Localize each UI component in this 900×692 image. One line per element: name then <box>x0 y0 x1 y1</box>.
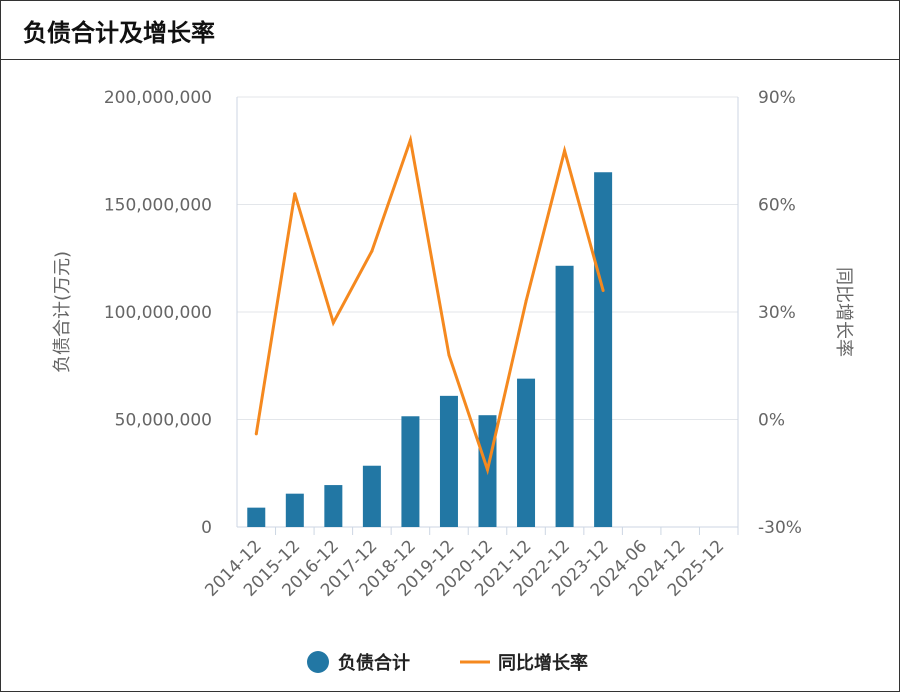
legend-bar-marker <box>307 651 329 673</box>
bar-series <box>247 172 613 527</box>
right-axis-ticks: -30% 0% 30% 60% 90% <box>758 88 802 538</box>
line-point[interactable] <box>370 249 374 253</box>
chart-title: 负债合计及增长率 <box>23 19 215 47</box>
line-point[interactable] <box>447 353 451 357</box>
y2-tick-label: -30% <box>758 518 802 538</box>
line-point[interactable] <box>563 149 567 153</box>
right-axis-title: 同比增长率 <box>833 267 854 357</box>
line-point[interactable] <box>293 192 297 196</box>
bar[interactable] <box>401 416 420 527</box>
bar[interactable] <box>517 378 536 527</box>
legend: 负债合计 同比增长率 <box>307 651 588 674</box>
left-axis-title: 负债合计(万元) <box>52 251 73 373</box>
y-tick-label: 50,000,000 <box>115 411 212 431</box>
legend-line-label: 同比增长率 <box>498 652 588 674</box>
bar[interactable] <box>324 485 343 527</box>
title-bar: 负债合计及增长率 <box>1 1 899 60</box>
line-point[interactable] <box>408 138 412 142</box>
line-point[interactable] <box>601 289 605 292</box>
bar[interactable] <box>362 465 381 527</box>
bar[interactable] <box>594 172 613 527</box>
bar[interactable] <box>247 507 266 527</box>
y2-tick-label: 30% <box>758 303 796 323</box>
left-axis-ticks: 0 50,000,000 100,000,000 150,000,000 200,000… <box>104 88 212 538</box>
line-series <box>254 134 605 476</box>
y-tick-label: 150,000,000 <box>104 196 212 216</box>
bar[interactable] <box>439 395 458 527</box>
bar[interactable] <box>555 265 574 527</box>
y2-tick-label: 90% <box>758 88 796 108</box>
y-tick-label: 200,000,000 <box>104 88 212 108</box>
legend-bar-label: 负债合计 <box>338 652 410 674</box>
y-tick-label: 0 <box>201 518 212 538</box>
y2-tick-label: 0% <box>758 411 785 431</box>
bar[interactable] <box>285 493 304 527</box>
x-axis-ticks: 2014-122015-122016-122017-122018-122019-… <box>201 536 728 600</box>
y2-tick-label: 60% <box>758 196 796 216</box>
line-point[interactable] <box>486 468 489 472</box>
growth-line[interactable] <box>254 134 605 476</box>
line-point[interactable] <box>524 299 528 303</box>
line-point[interactable] <box>331 321 335 325</box>
y-tick-label: 100,000,000 <box>104 303 212 323</box>
line-point[interactable] <box>254 432 258 436</box>
